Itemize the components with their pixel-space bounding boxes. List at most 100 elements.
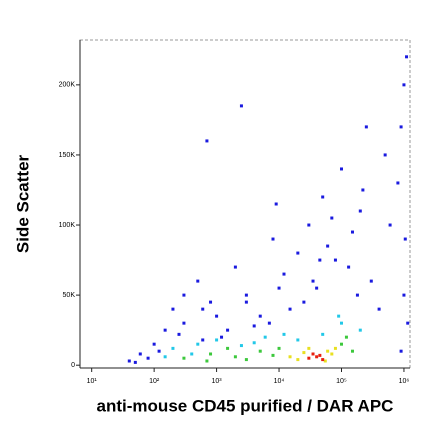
point <box>201 307 205 311</box>
point <box>296 358 300 362</box>
point <box>403 237 407 241</box>
point <box>215 314 219 318</box>
point <box>339 321 343 325</box>
point <box>271 237 275 241</box>
point <box>258 349 262 353</box>
point <box>182 293 186 297</box>
point <box>163 328 167 332</box>
point <box>321 195 325 199</box>
point <box>302 300 306 304</box>
point <box>177 332 181 336</box>
point <box>315 286 319 290</box>
point <box>133 360 137 364</box>
x-axis-label: anti-mouse CD45 purified / DAR APC <box>97 396 394 415</box>
point <box>383 153 387 157</box>
point <box>239 104 243 108</box>
point <box>307 356 311 360</box>
x-tick-label: 10¹ <box>87 378 98 385</box>
point <box>252 341 256 345</box>
x-tick-label: 10² <box>149 378 160 385</box>
point <box>252 324 256 328</box>
point <box>205 359 209 363</box>
point <box>330 216 334 220</box>
point <box>350 230 354 234</box>
point <box>201 338 205 342</box>
point <box>315 355 319 359</box>
point <box>302 351 306 355</box>
point <box>399 349 403 353</box>
point <box>369 279 373 283</box>
point <box>406 321 410 325</box>
point <box>152 342 156 346</box>
point <box>358 328 362 332</box>
point <box>258 314 262 318</box>
point <box>364 125 368 129</box>
point <box>209 352 213 356</box>
point <box>326 349 330 353</box>
point <box>377 307 381 311</box>
x-tick-label: 10⁶ <box>399 378 410 385</box>
point <box>182 321 186 325</box>
point <box>330 352 334 356</box>
y-tick-label: 50K <box>63 292 76 299</box>
point <box>138 352 142 356</box>
point <box>333 346 337 350</box>
point <box>146 356 150 360</box>
point <box>244 293 248 297</box>
point <box>361 188 365 192</box>
plot-frame <box>79 39 411 369</box>
y-axis-label: Side Scatter <box>13 154 32 253</box>
point <box>333 258 337 262</box>
point <box>296 251 300 255</box>
point <box>323 359 327 363</box>
point <box>288 355 292 359</box>
point <box>326 244 330 248</box>
point <box>171 346 175 350</box>
point <box>226 328 230 332</box>
point <box>209 300 213 304</box>
point <box>274 202 278 206</box>
point <box>337 314 341 318</box>
point <box>233 265 237 269</box>
point <box>127 359 131 363</box>
point <box>402 83 406 87</box>
point <box>344 335 348 339</box>
point <box>318 353 322 357</box>
point <box>220 335 224 339</box>
point <box>311 352 315 356</box>
y-tick-label: 150K <box>59 152 76 159</box>
point <box>288 307 292 311</box>
point <box>239 344 243 348</box>
point <box>321 358 325 362</box>
point <box>190 352 194 356</box>
point <box>405 55 409 59</box>
point <box>350 349 354 353</box>
point <box>282 272 286 276</box>
point <box>307 346 311 350</box>
point <box>339 167 343 171</box>
point <box>277 346 281 350</box>
point <box>399 125 403 129</box>
x-tick-label: 10⁴ <box>274 378 285 385</box>
point <box>205 139 209 143</box>
point <box>339 342 343 346</box>
point <box>282 332 286 336</box>
point <box>277 286 281 290</box>
point <box>215 338 219 342</box>
point <box>171 307 175 311</box>
point <box>233 355 237 359</box>
point <box>244 300 248 304</box>
y-tick-label: 200K <box>59 82 76 89</box>
point <box>157 349 161 353</box>
point <box>163 355 167 359</box>
point <box>321 332 325 336</box>
point <box>196 279 200 283</box>
y-tick-label: 100K <box>59 222 76 229</box>
point <box>388 223 392 227</box>
point <box>347 265 351 269</box>
point <box>311 279 315 283</box>
point <box>263 335 267 339</box>
point <box>396 181 400 185</box>
point <box>271 353 275 357</box>
